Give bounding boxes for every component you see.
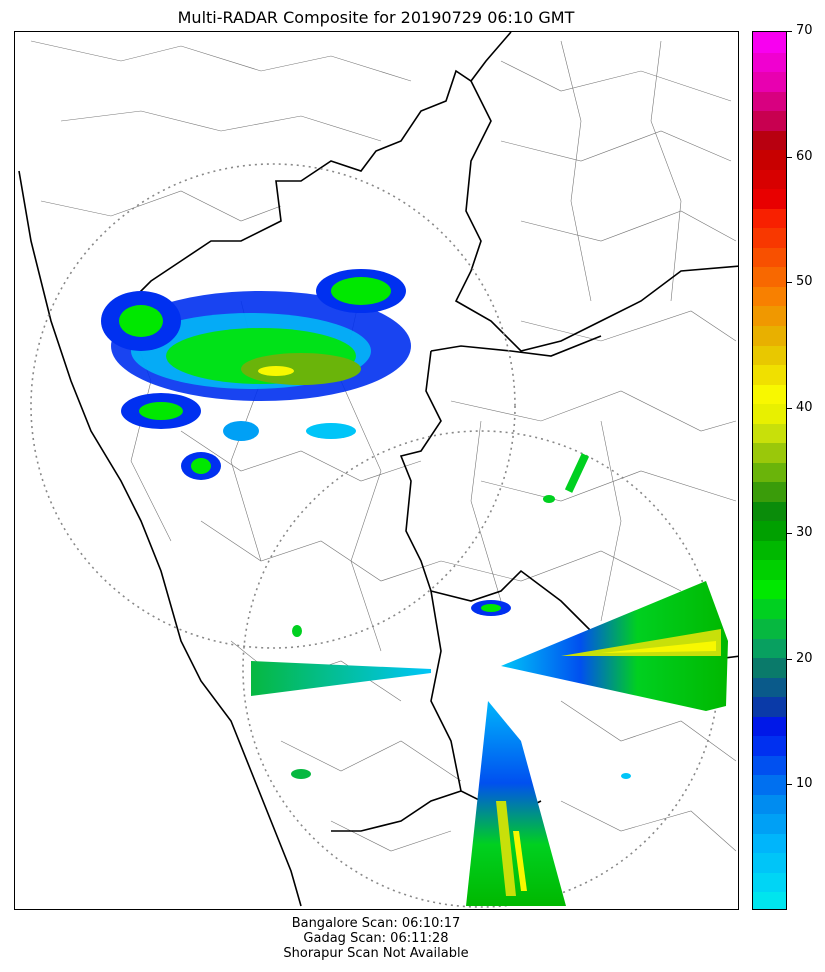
colorbar-segment — [753, 168, 786, 190]
radar-map-svg — [18, 32, 738, 908]
colorbar-segment — [753, 266, 786, 287]
state-boundaries — [18, 32, 738, 907]
colorbar-tick — [787, 784, 792, 786]
gadag-scan-time: Gadag Scan: 06:11:28 — [303, 931, 449, 946]
colorbar-segment — [753, 149, 786, 170]
gadag-range-ring — [30, 163, 516, 649]
colorbar-segment — [753, 110, 786, 131]
colorbar-segment — [753, 539, 786, 561]
echo-northwest-cluster — [101, 269, 411, 480]
colorbar-tick-label: 10 — [796, 776, 813, 792]
colorbar-segment — [753, 500, 786, 522]
colorbar-segment — [753, 422, 786, 444]
colorbar-tick-label: 70 — [796, 23, 813, 38]
colorbar-tick-label: 30 — [796, 525, 813, 541]
bangalore-scan-time: Bangalore Scan: 06:10:17 — [291, 916, 461, 931]
colorbar-tick — [787, 156, 792, 158]
colorbar-segment — [753, 51, 786, 73]
colorbar — [752, 31, 787, 910]
colorbar-segment — [753, 403, 786, 424]
colorbar-segment — [753, 227, 786, 248]
colorbar-segment — [753, 852, 786, 873]
colorbar-segment — [753, 188, 786, 209]
colorbar-tick-label: 50 — [796, 274, 813, 290]
echo-east-beam — [501, 581, 728, 711]
colorbar-tick — [787, 533, 792, 535]
colorbar-segment — [753, 676, 786, 698]
colorbar-segment — [753, 735, 786, 756]
map-title: Multi-RADAR Composite for 20190729 06:10… — [177, 8, 575, 27]
colorbar-segment — [753, 637, 786, 659]
colorbar-segment — [753, 364, 786, 385]
colorbar-segment — [753, 813, 786, 834]
colorbar-segment — [753, 578, 786, 600]
colorbar-segment — [753, 71, 786, 92]
colorbar-segment — [753, 246, 786, 268]
colorbar-tick — [787, 282, 792, 284]
colorbar-tick-label: 60 — [796, 148, 813, 164]
colorbar-tick — [787, 658, 792, 660]
colorbar-segment — [753, 657, 786, 678]
colorbar-segment — [753, 344, 786, 366]
colorbar-tick — [787, 407, 792, 409]
colorbar-segment — [753, 793, 786, 815]
echo-scattered — [291, 453, 631, 779]
colorbar-tick-label: 20 — [796, 650, 813, 666]
colorbar-segment — [753, 715, 786, 737]
radar-map — [14, 31, 739, 910]
colorbar-segment — [753, 285, 786, 307]
colorbar-segment — [753, 383, 786, 405]
colorbar-segment — [753, 520, 786, 541]
district-boundaries — [30, 40, 737, 852]
colorbar-segment — [753, 90, 786, 112]
colorbar-segment — [753, 891, 786, 909]
colorbar-segment — [753, 32, 786, 53]
shorapur-scan-status: Shorapur Scan Not Available — [283, 946, 469, 961]
colorbar-segment — [753, 305, 786, 326]
colorbar-segment — [753, 481, 786, 502]
colorbar-segment — [753, 774, 786, 795]
colorbar-segment — [753, 696, 786, 717]
colorbar-segment — [753, 207, 786, 229]
colorbar-segment — [753, 598, 786, 619]
colorbar-segment — [753, 461, 786, 483]
colorbar-segment — [753, 832, 786, 854]
colorbar-segment — [753, 129, 786, 151]
colorbar-segment — [753, 325, 786, 346]
colorbar-tick-label: 40 — [796, 399, 813, 415]
colorbar-segment — [753, 559, 786, 580]
colorbar-segment — [753, 442, 786, 463]
colorbar-segment — [753, 754, 786, 776]
echo-west-beam — [251, 661, 431, 696]
colorbar-tick — [787, 31, 792, 32]
colorbar-segment — [753, 871, 786, 893]
colorbar-segment — [753, 618, 786, 639]
echo-south-beam — [466, 701, 566, 906]
